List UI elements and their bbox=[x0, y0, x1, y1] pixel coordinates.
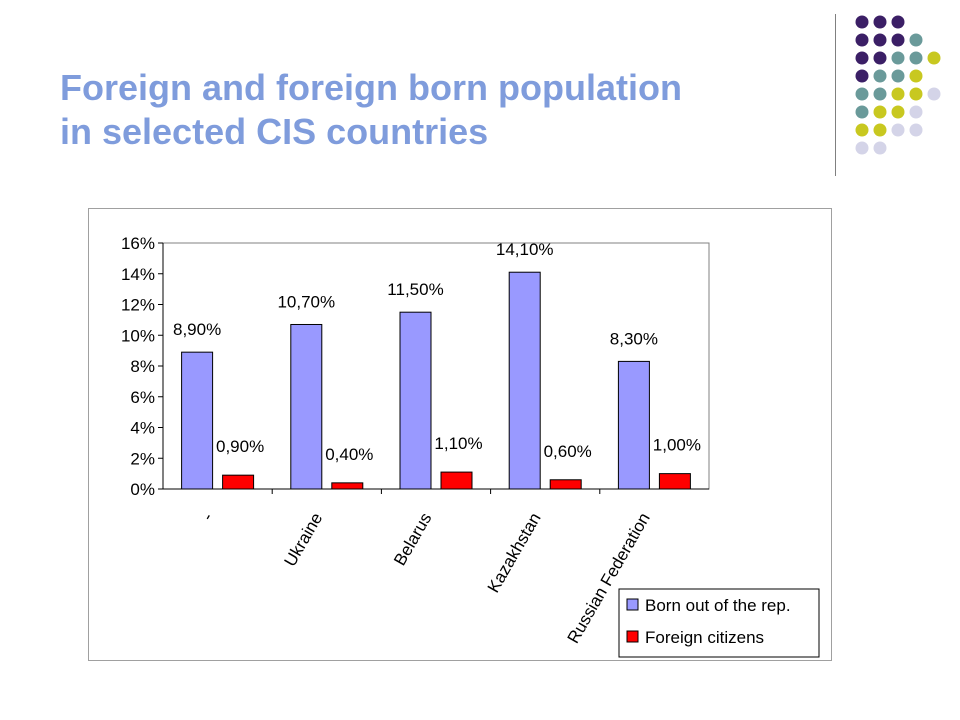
y-tick-label: 12% bbox=[121, 296, 155, 315]
bar-born-out bbox=[290, 323, 323, 490]
data-label: 8,90% bbox=[173, 320, 221, 339]
bar-foreign-citizens bbox=[549, 479, 582, 490]
decorative-dot bbox=[855, 51, 869, 65]
y-tick-label: 2% bbox=[130, 449, 155, 468]
x-category-label: Belarus bbox=[390, 510, 435, 569]
data-label: 10,70% bbox=[277, 292, 335, 311]
decorative-dot bbox=[891, 87, 905, 101]
bar-foreign-citizens bbox=[331, 482, 364, 490]
y-tick-label: 0% bbox=[130, 480, 155, 499]
decorative-dot bbox=[909, 105, 923, 119]
decorative-dot bbox=[855, 33, 869, 47]
decorative-dot bbox=[891, 123, 905, 137]
bar-born-out bbox=[181, 351, 214, 490]
decorative-dot bbox=[873, 15, 887, 29]
bar-foreign-citizens bbox=[222, 474, 255, 490]
decorative-dot bbox=[909, 33, 923, 47]
decorative-dot bbox=[909, 51, 923, 65]
y-tick-label: 14% bbox=[121, 265, 155, 284]
legend-swatch bbox=[626, 598, 639, 611]
decorative-dot bbox=[873, 141, 887, 155]
decorative-dot bbox=[891, 51, 905, 65]
data-label: 1,00% bbox=[653, 436, 701, 455]
y-tick-label: 8% bbox=[130, 357, 155, 376]
legend-label: Foreign citizens bbox=[645, 628, 764, 647]
decorative-dot bbox=[927, 51, 941, 65]
decorative-dot bbox=[855, 69, 869, 83]
bar-born-out bbox=[508, 271, 541, 490]
slide-title-line-1: Foreign and foreign born population bbox=[60, 67, 682, 108]
slide-title-line-2: in selected CIS countries bbox=[60, 111, 489, 152]
decorative-dot bbox=[909, 123, 923, 137]
decorative-dot bbox=[891, 15, 905, 29]
x-category-label: Kazakhstan bbox=[484, 510, 545, 596]
decorative-dot bbox=[873, 33, 887, 47]
decorative-dot bbox=[873, 123, 887, 137]
bar-born-out bbox=[617, 360, 650, 490]
data-label: 1,10% bbox=[434, 434, 482, 453]
legend-label: Born out of the rep. bbox=[645, 596, 791, 615]
decorative-dot bbox=[909, 87, 923, 101]
data-label: 0,90% bbox=[216, 437, 264, 456]
decorative-dot-grid bbox=[855, 15, 941, 155]
decorative-dot bbox=[873, 51, 887, 65]
data-label: 14,10% bbox=[496, 240, 554, 259]
decorative-dot bbox=[873, 87, 887, 101]
bar-chart: 0% 2% 4% 6% 8% 10% 12% 14% 16% - Ukraine Belarus Kaz… bbox=[121, 234, 820, 658]
decorative-dot bbox=[909, 69, 923, 83]
data-label: 0,60% bbox=[544, 442, 592, 461]
data-label: 0,40% bbox=[325, 445, 373, 464]
decorative-dot bbox=[891, 33, 905, 47]
decorative-dot bbox=[891, 105, 905, 119]
x-category-label: Ukraine bbox=[281, 510, 327, 570]
bar-foreign-citizens bbox=[440, 471, 473, 490]
bar-born-out bbox=[399, 311, 432, 490]
bar-foreign-citizens bbox=[658, 473, 691, 490]
decorative-divider bbox=[835, 14, 836, 176]
legend-swatch bbox=[626, 630, 639, 643]
y-tick-label: 10% bbox=[121, 326, 155, 345]
decorative-dot bbox=[891, 69, 905, 83]
data-label: 8,30% bbox=[610, 329, 658, 348]
slide-title: Foreign and foreign born population in s… bbox=[60, 66, 820, 154]
x-category-label: - bbox=[198, 510, 217, 524]
decorative-dot bbox=[855, 123, 869, 137]
decorative-dot bbox=[855, 141, 869, 155]
decorative-dot bbox=[873, 69, 887, 83]
y-tick-label: 16% bbox=[121, 234, 155, 253]
decorative-dot bbox=[873, 105, 887, 119]
chart-frame: 0% 2% 4% 6% 8% 10% 12% 14% 16% - Ukraine Belarus Kaz… bbox=[88, 208, 832, 661]
decorative-dot bbox=[927, 87, 941, 101]
data-label: 11,50% bbox=[387, 280, 443, 299]
decorative-dot bbox=[855, 87, 869, 101]
y-tick-label: 4% bbox=[130, 419, 155, 438]
legend bbox=[618, 588, 820, 658]
decorative-dot bbox=[855, 15, 869, 29]
y-tick-label: 6% bbox=[130, 388, 155, 407]
decorative-dot bbox=[855, 105, 869, 119]
